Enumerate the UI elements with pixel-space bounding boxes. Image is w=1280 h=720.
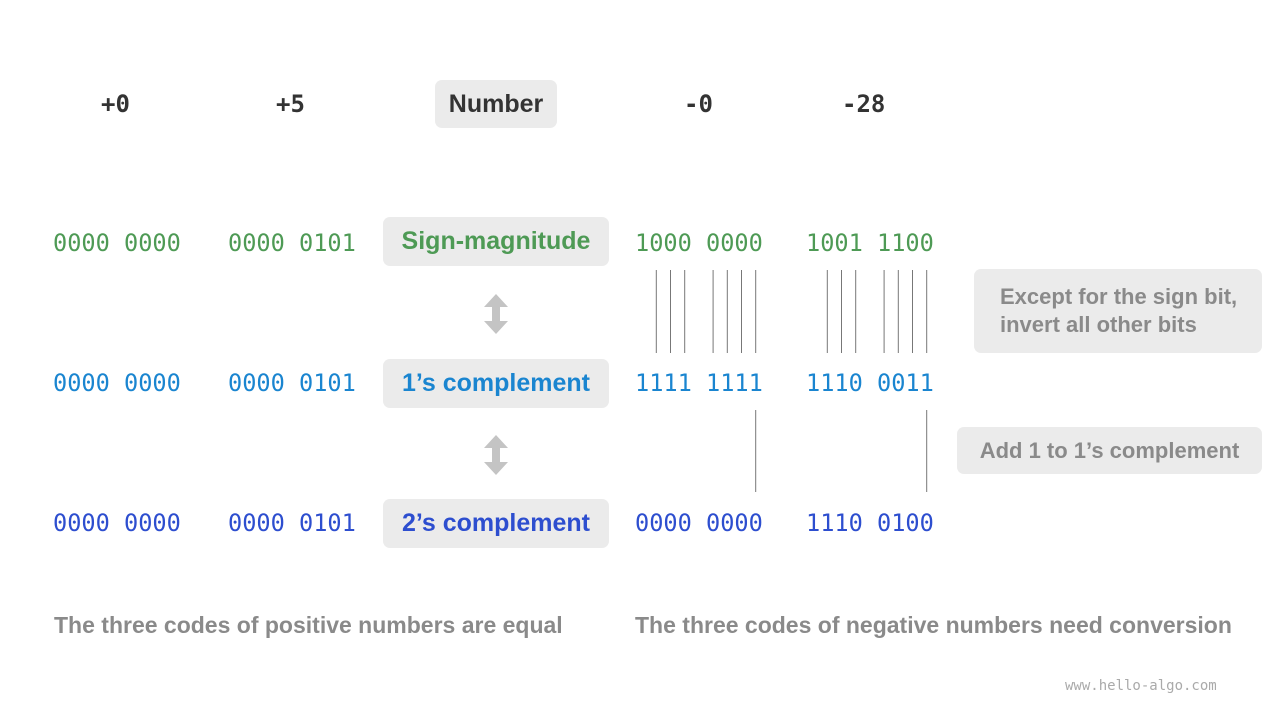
sm-pos0: 0000 0000 [53, 229, 181, 257]
double-arrow-icon [484, 435, 508, 475]
header-neg0: -0 [684, 90, 713, 118]
ones-complement-label: 1’s complement [383, 359, 609, 408]
oc-neg28: 1110 0011 [806, 369, 934, 397]
tc-neg0: 0000 0000 [635, 509, 763, 537]
watermark: www.hello-algo.com [1065, 678, 1217, 694]
header-pos0: +0 [101, 90, 130, 118]
number-label: Number [435, 80, 557, 128]
sm-pos5: 0000 0101 [228, 229, 356, 257]
sm-neg0: 1000 0000 [635, 229, 763, 257]
tc-neg28: 1110 0100 [806, 509, 934, 537]
oc-pos5: 0000 0101 [228, 369, 356, 397]
header-neg28: -28 [842, 90, 886, 118]
sign-magnitude-label: Sign-magnitude [383, 217, 609, 266]
tc-pos0: 0000 0000 [53, 509, 181, 537]
header-pos5: +5 [276, 90, 305, 118]
twos-complement-label: 2’s complement [383, 499, 609, 548]
positive-caption: The three codes of positive numbers are … [54, 612, 563, 638]
sm-neg28: 1001 1100 [806, 229, 934, 257]
negative-caption: The three codes of negative numbers need… [635, 612, 1232, 638]
oc-pos0: 0000 0000 [53, 369, 181, 397]
add-one-note: Add 1 to 1’s complement [957, 427, 1262, 474]
double-arrow-icon [484, 294, 508, 334]
oc-neg0: 1111 1111 [635, 369, 763, 397]
tc-pos5: 0000 0101 [228, 509, 356, 537]
invert-note: Except for the sign bit, invert all othe… [974, 269, 1262, 353]
